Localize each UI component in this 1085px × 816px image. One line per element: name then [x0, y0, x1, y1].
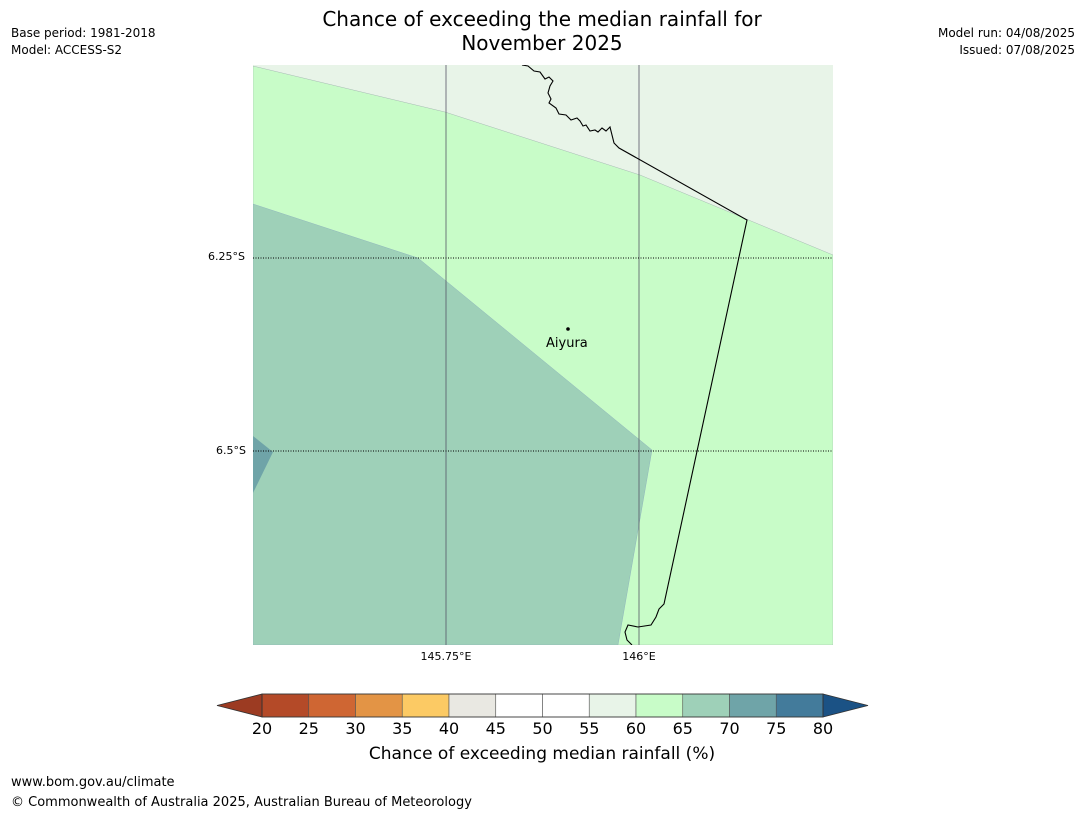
- colorbar-bin: [775, 693, 824, 718]
- colorbar-high-extend: [822, 693, 869, 718]
- base-period-text: Base period: 1981-2018: [11, 26, 156, 40]
- footer-copyright: © Commonwealth of Australia 2025, Austra…: [11, 795, 472, 810]
- metadata-left: Base period: 1981-2018 Model: ACCESS-S2: [11, 25, 156, 59]
- issued-text: Issued: 07/08/2025: [959, 43, 1075, 57]
- colorbar-bin: [401, 693, 450, 718]
- colorbar-tick-label: 80: [812, 719, 834, 738]
- colorbar-tick-label: 70: [719, 719, 740, 738]
- model-run-text: Model run: 04/08/2025: [937, 26, 1075, 40]
- colorbar-bin: [635, 693, 684, 718]
- colorbar-tick-label: 65: [672, 719, 693, 738]
- colorbar-tick-label: 40: [438, 719, 460, 738]
- colorbar-tick-label: 30: [345, 719, 366, 738]
- aiyura-marker: [566, 327, 570, 331]
- colorbar-bin: [355, 693, 403, 718]
- title-line-2: November 2025: [461, 31, 623, 55]
- place-label-aiyura: Aiyura: [546, 336, 588, 351]
- colorbar-title: Chance of exceeding median rainfall (%): [368, 744, 716, 764]
- chart-title: Chance of exceeding the median rainfall …: [242, 7, 842, 55]
- colorbar-bin: [495, 693, 543, 718]
- lat-label-6-5: 6.5°S: [216, 444, 246, 457]
- metadata-right: Model run: 04/08/2025 Issued: 07/08/2025: [938, 25, 1075, 59]
- region-70-75: [253, 436, 273, 493]
- colorbar-bin: [542, 693, 590, 718]
- model-text: Model: ACCESS-S2: [11, 43, 123, 57]
- footer-url: www.bom.gov.au/climate: [11, 775, 175, 790]
- lon-label-146: 146°E: [622, 650, 656, 663]
- colorbar-bin: [448, 693, 497, 718]
- colorbar-bins: [261, 693, 824, 718]
- colorbar: [216, 693, 869, 718]
- colorbar-tick-label: 75: [766, 719, 787, 738]
- colorbar-tick-label: 50: [532, 719, 553, 738]
- region-65-70: [253, 203, 653, 645]
- colorbar-tick-label: 35: [392, 719, 413, 738]
- colorbar-bin: [261, 693, 310, 718]
- colorbar-tick-label: 25: [298, 719, 319, 738]
- colorbar-bin: [682, 693, 730, 718]
- colorbar-frame: [261, 693, 824, 718]
- colorbar-tick-label: 20: [251, 719, 273, 738]
- colorbar-bin: [588, 693, 637, 718]
- border-line: [521, 65, 748, 645]
- colorbar-tick-label: 60: [625, 719, 647, 738]
- colorbar-bin: [308, 693, 356, 718]
- colorbar-tick-label: 45: [485, 719, 506, 738]
- title-line-1: Chance of exceeding the median rainfall …: [322, 7, 762, 31]
- colorbar-tick-label: 55: [579, 719, 600, 738]
- colorbar-bin: [729, 693, 777, 718]
- colorbar-tick-labels: 20 25 30 35 40 45 50 55 60 65 70 75 80: [0, 719, 1085, 739]
- colorbar-low-extend: [216, 693, 263, 718]
- lon-label-145-75: 145.75°E: [420, 650, 472, 663]
- map-panel: [253, 65, 833, 645]
- lat-label-6-25: 6.25°S: [208, 250, 245, 263]
